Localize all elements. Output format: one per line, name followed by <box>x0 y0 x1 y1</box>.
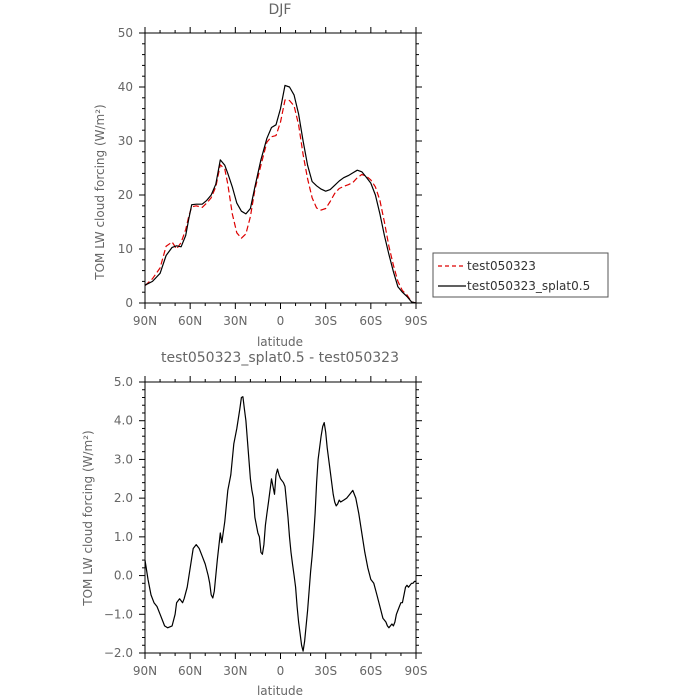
bottom-series-line-difference <box>144 396 416 652</box>
bottom-series-group <box>144 396 416 652</box>
top-panel: DJF TOM LW cloud forcing (W/m²) latitude… <box>93 2 427 349</box>
top-ytick-label: 50 <box>118 26 133 40</box>
bottom-xtick-label: 90S <box>405 664 428 678</box>
bottom-x-axis-label: latitude <box>257 684 303 698</box>
top-series-line-test050323-splat0-5 <box>144 84 417 304</box>
top-series-line-test050323 <box>144 99 417 304</box>
bottom-xtick-label: 60N <box>178 664 202 678</box>
bottom-plot-frame <box>144 381 417 654</box>
top-plot-frame <box>144 32 417 304</box>
legend: test050323 test050323_splat0.5 <box>432 252 609 298</box>
bottom-xtick-label: 0 <box>277 664 285 678</box>
legend-entry-test050323: test050323 <box>467 259 536 273</box>
bottom-ytick-label: 2.0 <box>114 491 133 505</box>
bottom-xtick-label: 30S <box>314 664 337 678</box>
bottom-ytick-label: 0.0 <box>114 569 133 583</box>
bottom-ytick-label: −2.0 <box>104 646 133 660</box>
bottom-chart-title: test050323_splat0.5 - test050323 <box>161 350 399 366</box>
top-ytick-label: 20 <box>118 188 133 202</box>
top-ytick-label: 0 <box>125 296 133 310</box>
bottom-tick-group: −2.0 −1.0 0.0 1.0 2.0 3.0 4.0 5.0 90N 60N 30N 0 30S 6… <box>104 375 428 678</box>
top-xtick-label: 90N <box>133 314 157 328</box>
top-ytick-label: 10 <box>118 242 133 256</box>
top-xtick-label: 60N <box>178 314 202 328</box>
bottom-ytick-label: 1.0 <box>114 530 133 544</box>
bottom-xtick-label: 90N <box>133 664 157 678</box>
top-series-group <box>144 84 417 304</box>
bottom-y-axis-label: TOM LW cloud forcing (W/m²) <box>81 430 95 607</box>
top-tick-group: 0 10 20 30 40 50 90N 60N 30N 0 30S 60S 90S <box>118 26 428 328</box>
top-xtick-label: 60S <box>359 314 382 328</box>
top-chart-title: DJF <box>269 2 292 18</box>
bottom-ytick-label: −1.0 <box>104 607 133 621</box>
top-xtick-label: 90S <box>405 314 428 328</box>
legend-entry-test050323-splat0-5: test050323_splat0.5 <box>467 279 590 293</box>
top-xtick-label: 30S <box>314 314 337 328</box>
bottom-ytick-label: 5.0 <box>114 375 133 389</box>
top-xtick-label: 30N <box>223 314 247 328</box>
bottom-panel: test050323_splat0.5 - test050323 TOM LW … <box>81 350 427 698</box>
top-y-axis-label: TOM LW cloud forcing (W/m²) <box>93 104 107 281</box>
top-ytick-label: 30 <box>118 134 133 148</box>
legend-box <box>432 252 609 298</box>
bottom-xtick-label: 60S <box>359 664 382 678</box>
top-x-axis-label: latitude <box>257 335 303 349</box>
top-xtick-label: 0 <box>277 314 285 328</box>
bottom-xtick-label: 30N <box>223 664 247 678</box>
top-ytick-label: 40 <box>118 80 133 94</box>
bottom-ytick-label: 4.0 <box>114 414 133 428</box>
bottom-ytick-label: 3.0 <box>114 452 133 466</box>
